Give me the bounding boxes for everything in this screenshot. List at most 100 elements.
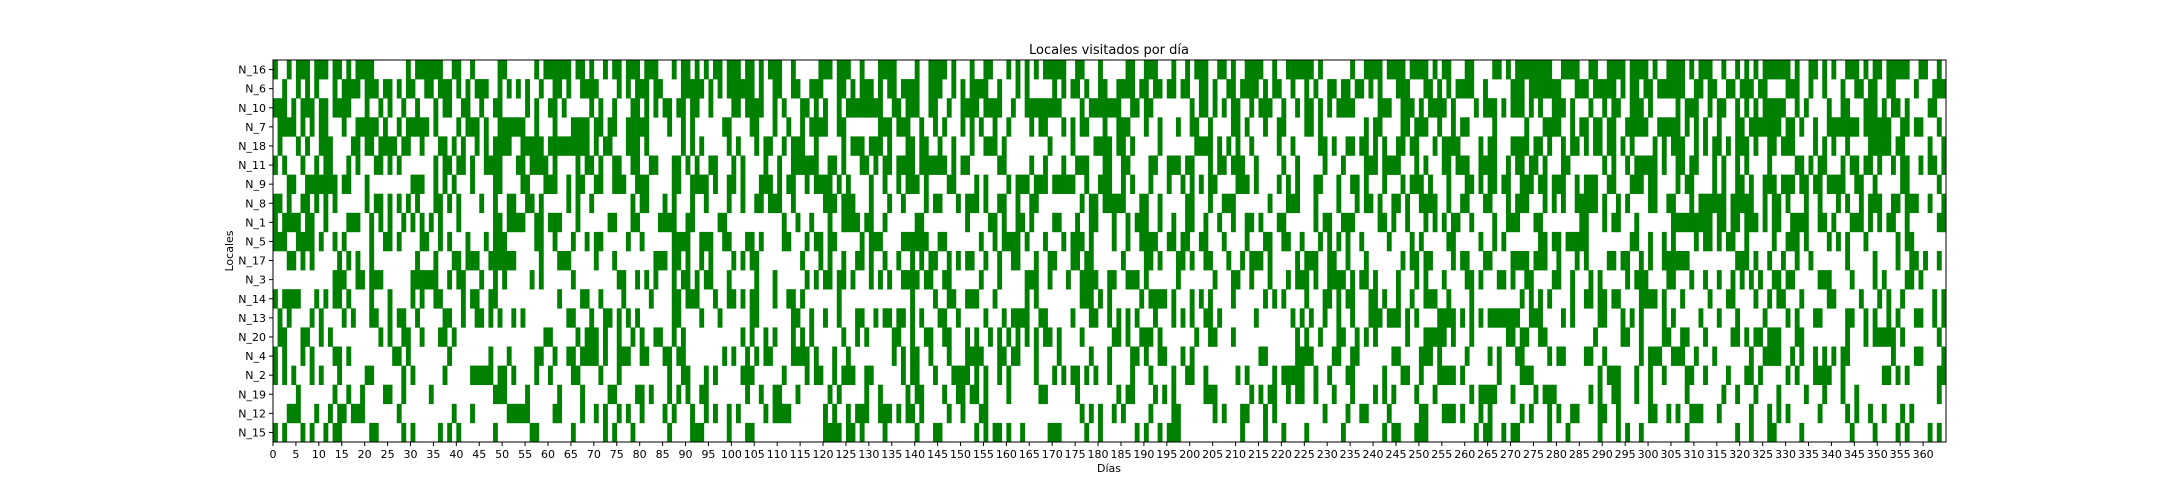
- visit-cell: [1432, 384, 1438, 405]
- visit-cell: [988, 212, 993, 233]
- visit-cell: [919, 251, 925, 271]
- visit-cell: [1001, 308, 1007, 328]
- visit-cell: [1377, 79, 1383, 99]
- visit-cell: [680, 231, 686, 252]
- visit-cell: [1689, 60, 1695, 80]
- visit-cell: [598, 289, 604, 309]
- x-tick-label: 230: [1317, 448, 1338, 461]
- visit-cell: [1350, 308, 1356, 328]
- visit-cell: [1615, 98, 1621, 118]
- visit-cell: [1194, 327, 1200, 347]
- visit-cell: [1203, 231, 1209, 252]
- visit-cell: [1767, 346, 1773, 366]
- visit-cell: [1460, 251, 1466, 271]
- visit-cell: [992, 289, 998, 309]
- visit-cell: [836, 422, 842, 443]
- visit-cell: [1258, 60, 1264, 80]
- visit-cell: [1533, 136, 1539, 156]
- visit-cell: [584, 346, 590, 366]
- visit-cell: [731, 346, 737, 366]
- visit-cell: [419, 270, 425, 290]
- visit-cell: [1748, 422, 1754, 443]
- visit-cell: [497, 117, 503, 137]
- visit-cell: [350, 79, 356, 99]
- visit-cell: [795, 384, 801, 405]
- visit-cell: [763, 327, 769, 347]
- visit-cell: [777, 384, 783, 405]
- visit-cell: [442, 365, 448, 385]
- visit-cell: [1038, 384, 1044, 405]
- x-tick-label: 350: [1867, 448, 1888, 461]
- visit-cell: [882, 403, 888, 424]
- visit-cell: [680, 117, 686, 137]
- visit-cell: [1405, 365, 1411, 385]
- visit-cell: [273, 365, 278, 385]
- visit-cell: [772, 193, 778, 214]
- visit-cell: [667, 365, 673, 385]
- visit-cell: [1056, 98, 1062, 118]
- visit-cell: [1542, 193, 1548, 214]
- visit-cell: [580, 346, 585, 366]
- visit-cell: [726, 270, 732, 290]
- visit-cell: [630, 212, 636, 233]
- visit-cell: [841, 365, 847, 385]
- visit-cell: [882, 212, 888, 233]
- visit-cell: [1327, 212, 1333, 233]
- visit-cell: [644, 136, 650, 156]
- x-tick-label: 70: [587, 448, 601, 461]
- visit-cell: [438, 289, 443, 309]
- visit-cell: [823, 422, 828, 443]
- visit-cell: [1909, 231, 1915, 252]
- visit-cell: [690, 98, 695, 118]
- visit-cell: [1153, 79, 1158, 99]
- visit-cell: [735, 136, 741, 156]
- visit-cell: [786, 231, 792, 252]
- visit-cell: [1010, 231, 1016, 252]
- visit-cell: [1226, 79, 1232, 99]
- visit-cell: [910, 403, 915, 424]
- visit-cell: [1143, 79, 1149, 99]
- visit-cell: [1767, 136, 1773, 156]
- visit-cell: [1313, 251, 1319, 271]
- visit-cell: [1629, 136, 1635, 156]
- y-axis-title: Locales: [223, 230, 236, 271]
- y-tick-label: N_9: [245, 178, 266, 191]
- visit-cell: [328, 136, 333, 156]
- visit-cell: [1382, 212, 1388, 233]
- visit-cell: [332, 270, 338, 290]
- visit-cell: [1198, 174, 1204, 194]
- visit-cell: [900, 270, 906, 290]
- visit-cell: [396, 193, 402, 214]
- visit-cell: [621, 346, 627, 366]
- visit-cell: [969, 384, 975, 405]
- visit-cell: [1120, 403, 1126, 424]
- visit-cell: [1208, 136, 1213, 156]
- visit-cell: [914, 212, 920, 233]
- visit-cell: [1015, 60, 1021, 80]
- visit-cell: [1139, 231, 1145, 252]
- visit-cell: [1157, 117, 1163, 137]
- visit-cell: [424, 60, 430, 80]
- visit-cell: [809, 212, 815, 233]
- visit-cell: [612, 98, 618, 118]
- visit-cell: [933, 79, 938, 99]
- visit-cell: [781, 231, 787, 252]
- visit-cell: [625, 136, 631, 156]
- visit-cell: [1661, 117, 1667, 137]
- visit-cell: [1698, 308, 1704, 328]
- visit-cell: [616, 308, 622, 328]
- x-tick-label: 155: [973, 448, 994, 461]
- visit-cell: [575, 60, 581, 80]
- visit-cell: [1638, 346, 1644, 366]
- visit-cell: [1208, 193, 1213, 214]
- visit-cell: [442, 98, 448, 118]
- visit-cell: [1620, 308, 1626, 328]
- visit-cell: [749, 289, 755, 309]
- visit-cell: [1047, 251, 1053, 271]
- visit-cell: [1927, 155, 1933, 175]
- y-tick-label: N_5: [245, 235, 266, 248]
- visit-cell: [1496, 60, 1502, 80]
- visit-cell: [282, 289, 288, 309]
- visit-cell: [818, 251, 824, 271]
- visit-cell: [355, 117, 361, 137]
